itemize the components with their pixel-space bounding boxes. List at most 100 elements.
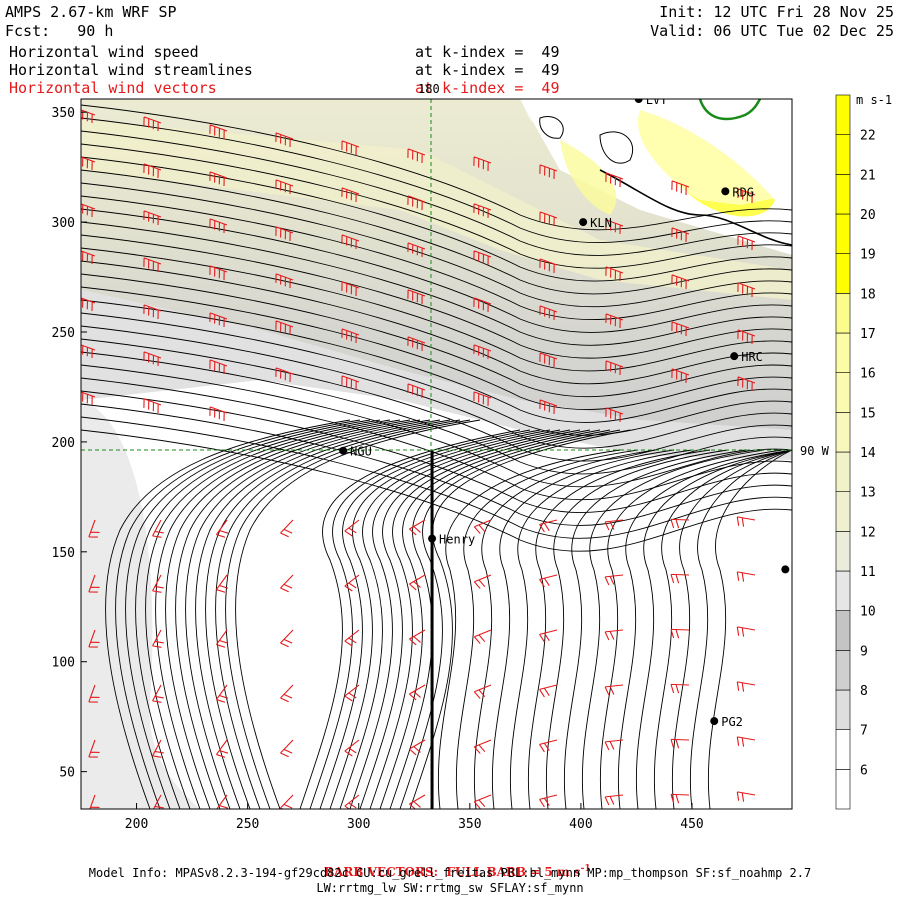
streamline [81,156,792,282]
streamline [81,247,792,372]
wind-barb [604,794,624,806]
streamline [437,449,621,809]
wind-barb [473,203,492,218]
model-info: Model Info: MPASv8.2.3-194-gf29cd82c CU:… [88,866,812,880]
wind-barb [215,519,229,538]
wind-barb [671,274,690,289]
wind-barb [407,336,426,351]
wind-barb [605,360,624,375]
colorbar-unit: m s-1 [856,93,892,107]
forecast-hour: Fcst: 90 h [5,22,114,40]
colorbar-box [835,610,851,651]
wind-barb [473,297,492,312]
wind-barb [737,188,756,203]
colorbar-box [835,213,851,254]
wind-barb [473,156,492,171]
wind-barb [736,791,756,802]
streamline [81,182,792,308]
colorbar-label: 14 [860,446,876,461]
wind-barb [539,519,558,533]
wind-barb [280,629,294,648]
wind-barb [670,628,690,639]
x-tick-label: 250 [236,817,259,832]
wind-barb [143,210,162,225]
wind-speed-max-secondary [560,140,617,215]
wind-barb [209,124,228,139]
wind-barb [737,282,756,297]
streamline [339,429,561,809]
wind-barb [604,739,624,751]
colorbar-box [835,134,851,175]
streamline [473,449,657,809]
station-marker [339,446,348,455]
wind-barb [215,629,229,648]
streamline [81,312,792,436]
wind-barb [409,629,426,646]
y-tick-label: 200 [52,436,75,451]
station-label: Henry [439,533,475,547]
x-tick-label: 400 [569,817,592,832]
station-marker [781,565,790,574]
colorbar-box [835,412,851,453]
wind-barb [409,574,426,591]
streamline [81,104,792,231]
station-marker [579,218,588,227]
wind-barb [152,519,164,538]
streamline [399,429,621,809]
streamline [125,419,371,809]
station-marker [730,352,739,361]
streamline [671,449,792,809]
wind-barb [736,681,756,692]
streamline [81,117,792,244]
wind-barb [341,375,360,390]
streamline [707,449,792,809]
colorbar-box [835,650,851,691]
y-tick-label: 100 [52,656,75,671]
streamline [81,390,792,514]
colorbar-label: 20 [860,208,876,223]
wind-barb [539,164,558,179]
streamline [653,449,792,809]
wind-barb [407,289,426,304]
wind-speed-patch-west [81,400,200,809]
streamline [359,429,581,809]
colorbar-box [835,332,851,373]
streamline [81,364,792,488]
wind-barb [152,794,164,809]
wind-barb [143,351,162,366]
wind-barb [344,574,360,592]
streamline [527,449,711,809]
wind-barb [143,163,162,178]
init-time: Init: 12 UTC Fri 28 Nov 25 [659,3,894,21]
wind-barb [88,574,100,593]
wind-barb [605,219,624,234]
wind-barb [344,519,360,537]
colorbar-label: 10 [860,605,876,620]
streamline [563,449,747,809]
wind-barb [275,132,294,147]
streamline [81,169,792,295]
wind-barb [88,739,100,758]
streamline [155,419,401,809]
streamline [509,449,693,809]
streamline [81,143,792,269]
wind-barb [473,574,492,589]
wind-barb [539,684,558,698]
colorbar-label: 15 [860,406,876,421]
station-marker [721,187,730,196]
streamline [369,429,591,809]
streamline [299,429,521,809]
x-tick-label: 200 [125,817,148,832]
wind-barb [473,391,492,406]
wind-barb [81,156,96,170]
wind-barb [341,234,360,249]
colorbar-label: 9 [860,644,868,659]
streamline [81,234,792,359]
wind-barb [215,574,229,593]
field-label-speed: Horizontal wind speed [9,43,199,61]
wind-barb [152,739,164,758]
wind-barb [81,297,96,311]
wind-barb [473,250,492,265]
wind-barb [280,739,294,758]
